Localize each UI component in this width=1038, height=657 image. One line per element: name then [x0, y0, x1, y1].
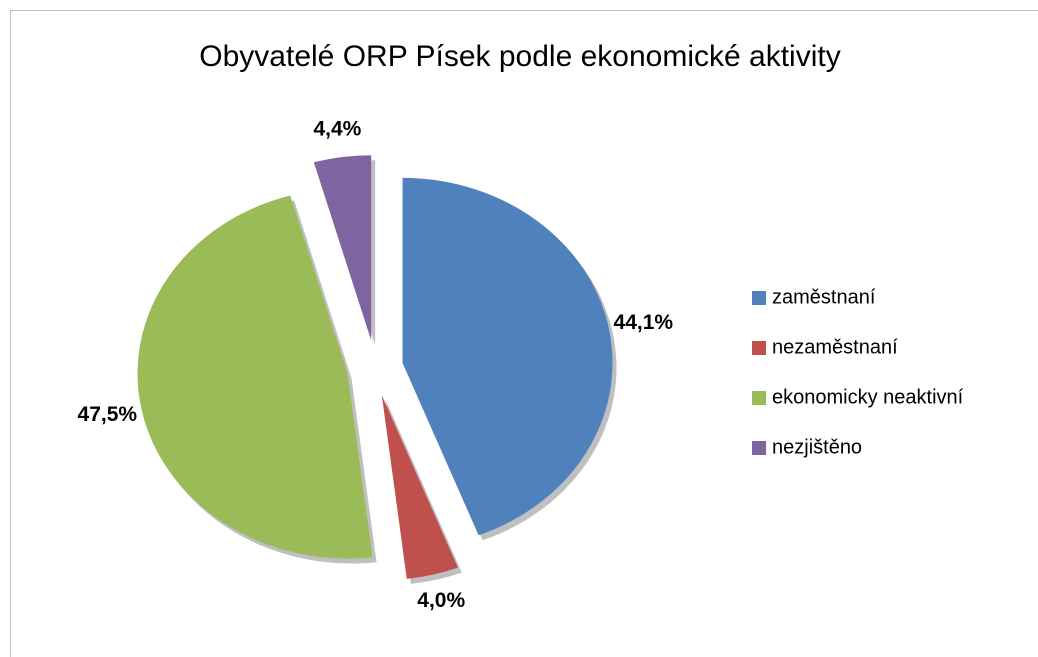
legend-label: nezaměstnaní: [772, 336, 898, 358]
legend-swatch: [752, 291, 766, 305]
legend-swatch: [752, 341, 766, 355]
data-label: 44,1%: [614, 311, 674, 334]
legend-swatch: [752, 391, 766, 405]
data-label: 47,5%: [78, 403, 138, 426]
legend-label: nezjištěno: [772, 436, 862, 458]
legend-label: zaměstnaní: [772, 286, 876, 308]
pie-slice: [137, 195, 373, 559]
data-label: 4,0%: [417, 589, 465, 612]
legend-swatch: [752, 441, 766, 455]
pie-slice: [381, 395, 458, 579]
pie-slice: [402, 177, 613, 536]
chart-title: Obyvatelé ORP Písek podle ekonomické akt…: [199, 40, 840, 73]
pie-slice: [313, 155, 372, 341]
data-label: 4,4%: [313, 117, 361, 140]
legend-label: ekonomicky neaktivní: [772, 386, 964, 408]
